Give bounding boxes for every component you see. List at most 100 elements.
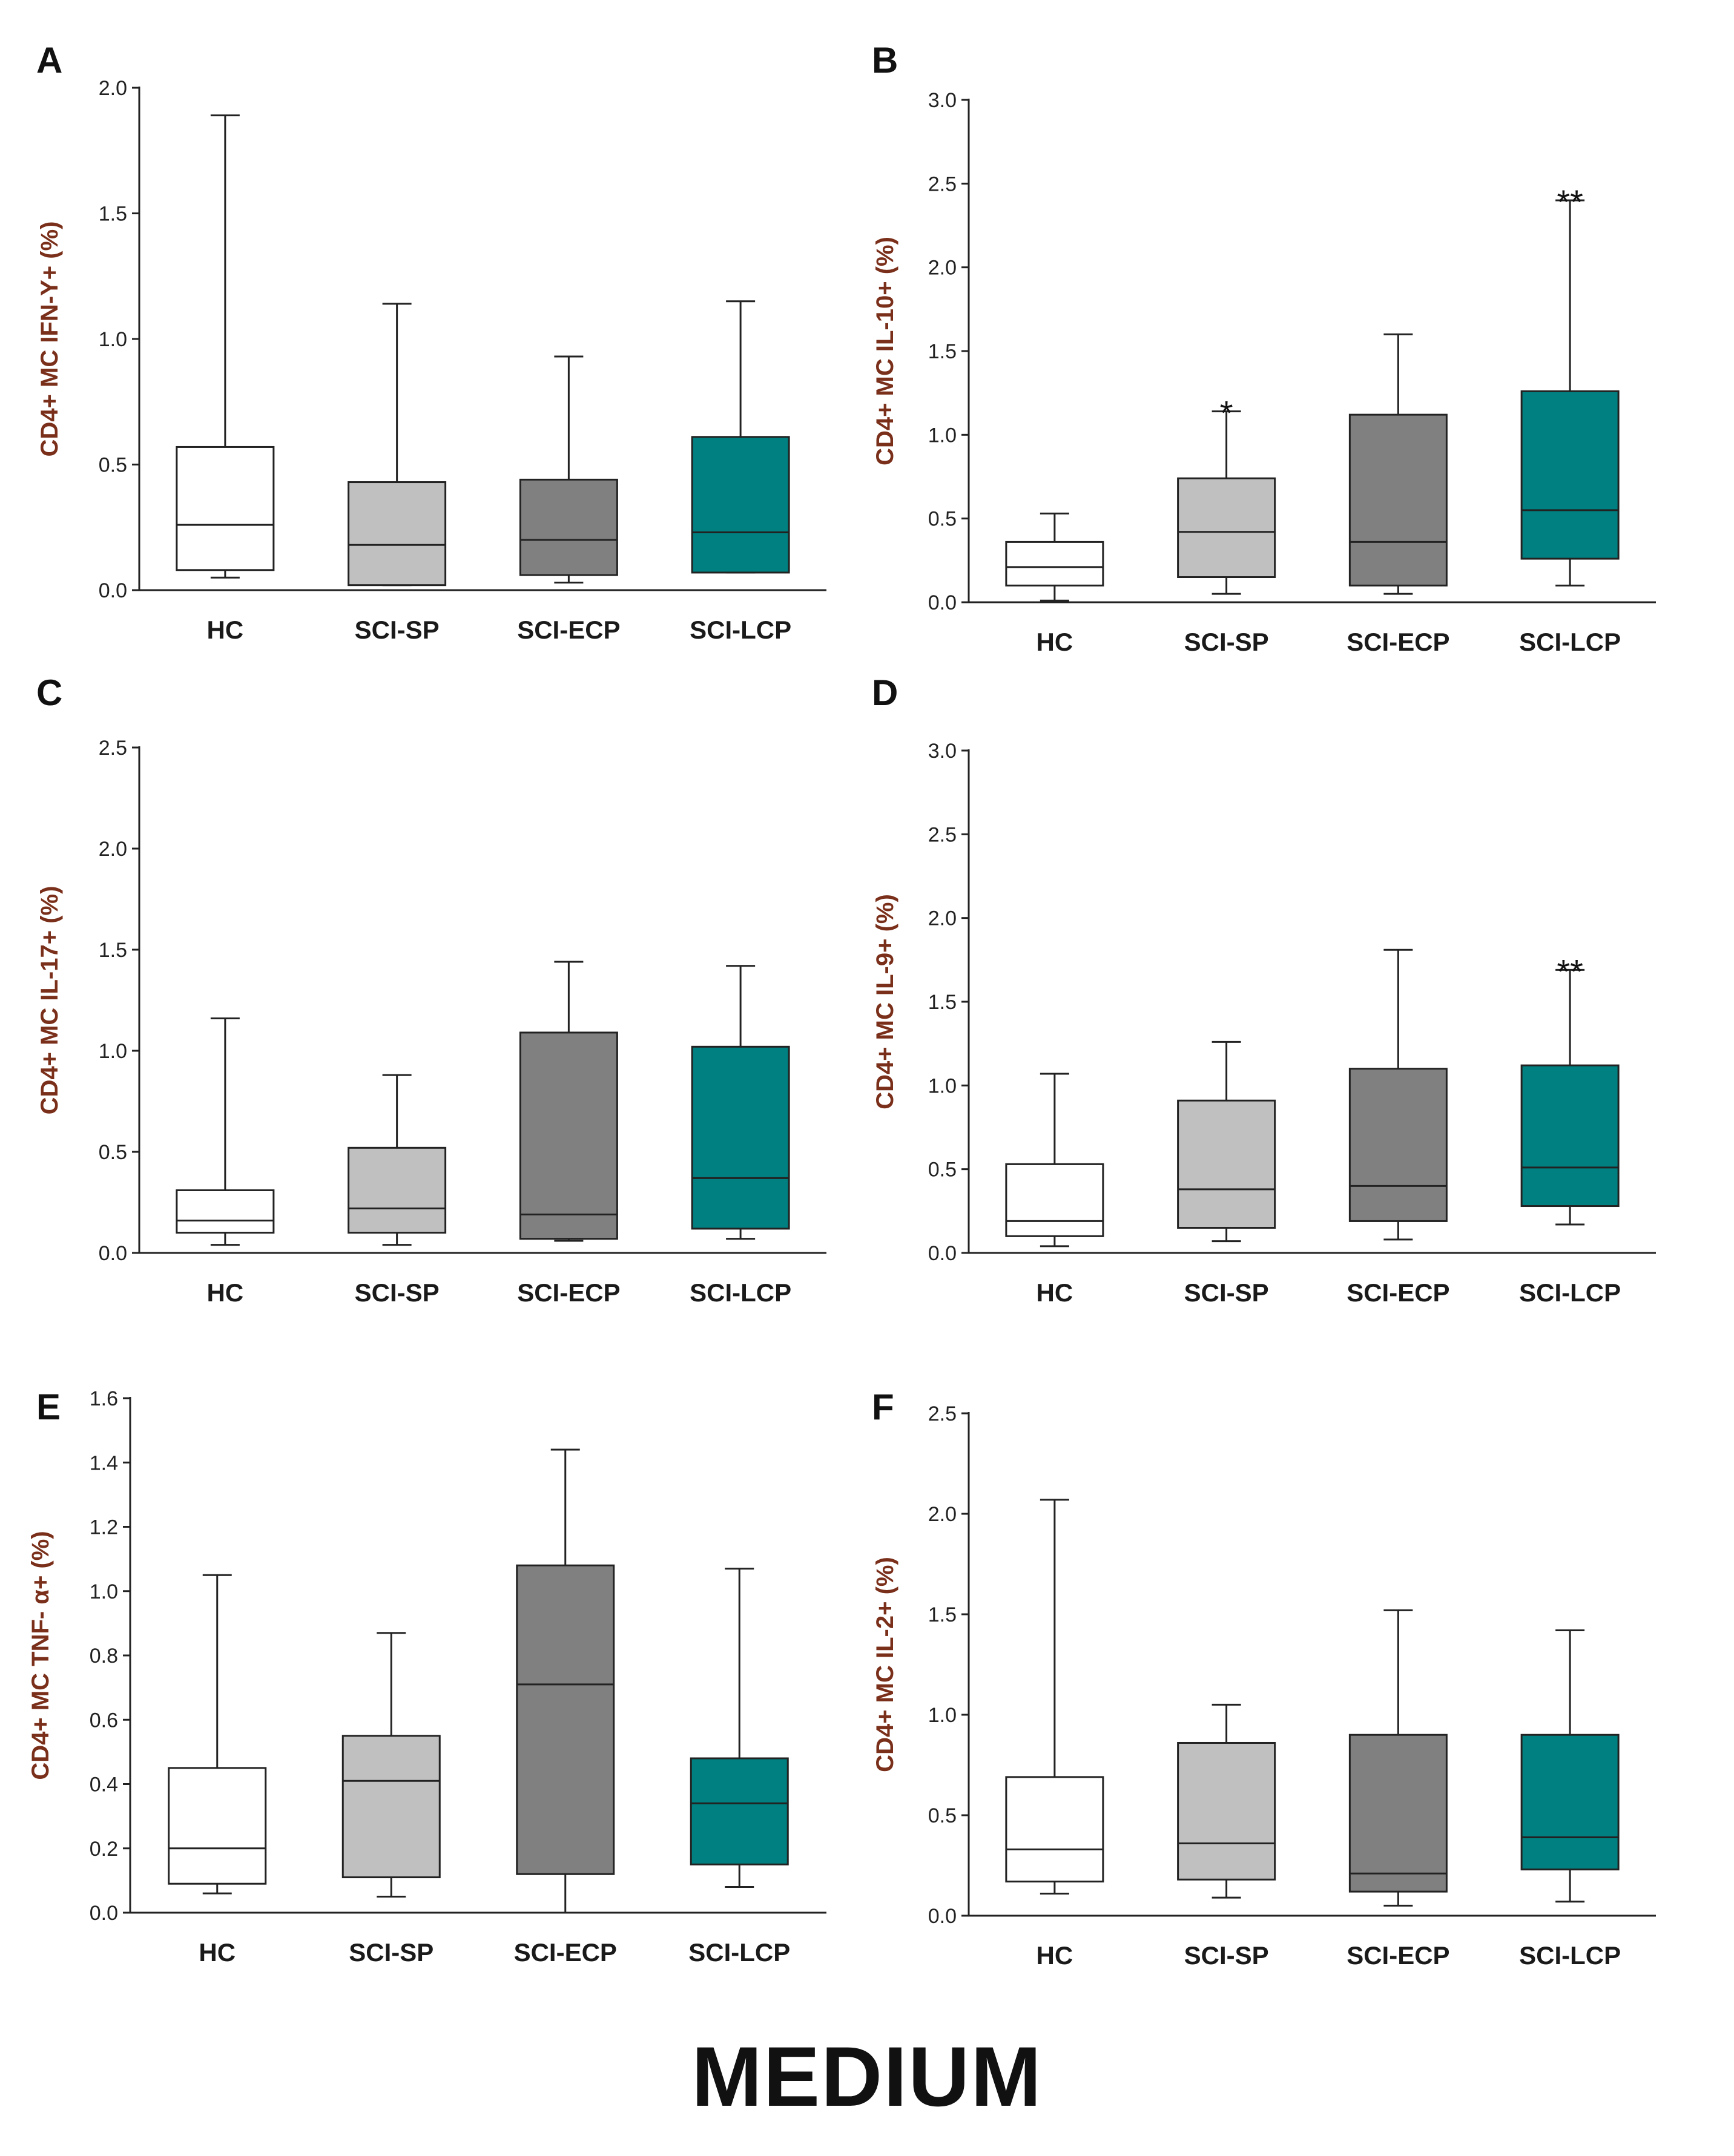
y-axis-label: CD4+ MC IL-10+ (%) <box>872 237 898 465</box>
iqr-box <box>519 478 618 576</box>
box-sci-ecp <box>1348 1609 1448 1907</box>
iqr-box <box>1520 1064 1620 1208</box>
y-tick-label: 2.0 <box>99 838 127 861</box>
box-sci-lcp <box>690 1568 789 1888</box>
iqr-box <box>1177 1741 1276 1881</box>
y-tick-label: 0.5 <box>99 454 127 477</box>
y-tick-label: 3.0 <box>928 740 957 763</box>
panel-a: A 0.0 0.5 1.0 1.5 2.0 CD4+ MC IFN-Y+ (%) HC SCI-… <box>36 40 826 644</box>
category-label: HC <box>1037 1941 1073 1970</box>
box-sci-sp <box>348 1074 447 1246</box>
y-tick-label: 0.0 <box>99 1242 127 1265</box>
category-label: SCI-SP <box>1184 1278 1269 1307</box>
y-tick-label: 0.0 <box>928 1242 957 1265</box>
panel-b: B 0.0 0.5 1.0 1.5 2.0 2.5 3.0 CD4+ MC IL-10+ (%)… <box>872 40 1656 656</box>
iqr-box <box>691 436 790 574</box>
iqr-box <box>341 1735 441 1879</box>
y-axis-label: CD4+ MC IFN-Y+ (%) <box>36 222 63 457</box>
box-hc <box>176 114 275 579</box>
iqr-box <box>168 1767 267 1885</box>
iqr-box <box>1520 390 1620 560</box>
y-tick-label: 0.0 <box>99 579 127 602</box>
y-tick-label: 2.0 <box>99 77 127 100</box>
y-tick-label: 1.0 <box>928 1704 957 1727</box>
y-tick-label: 1.2 <box>90 1516 118 1539</box>
y-axis-label: CD4+ MC IL-9+ (%) <box>872 894 898 1109</box>
y-axis-label: CD4+ MC IL-2+ (%) <box>872 1557 898 1772</box>
panel-letter: A <box>36 40 62 81</box>
category-label: HC <box>1037 1278 1073 1307</box>
box-sci-lcp <box>1520 1629 1620 1903</box>
y-tick-label: 1.0 <box>99 1040 127 1063</box>
box-sci-ecp <box>516 1448 615 1914</box>
y-tick-label: 0.4 <box>90 1773 118 1796</box>
significance-marker: ** <box>1557 952 1583 990</box>
panel-letter: C <box>36 672 62 713</box>
iqr-box <box>1348 1734 1448 1893</box>
significance-marker: * <box>1220 394 1233 432</box>
y-tick-label: 1.5 <box>928 991 957 1014</box>
category-label: HC <box>1037 628 1073 656</box>
y-tick-label: 2.5 <box>928 823 957 846</box>
panel-letter: F <box>872 1387 894 1427</box>
panel-d: D 0.0 0.5 1.0 1.5 2.0 2.5 3.0 CD4+ MC IL-9+ (%) H… <box>872 672 1656 1307</box>
category-label: SCI-LCP <box>1519 1278 1621 1307</box>
y-tick-label: 0.5 <box>99 1141 127 1164</box>
box-hc <box>176 1017 275 1246</box>
significance-marker: ** <box>1557 183 1583 221</box>
y-tick-label: 2.5 <box>99 737 127 760</box>
y-tick-label: 2.5 <box>928 173 957 196</box>
box-sci-sp <box>1177 1703 1276 1899</box>
category-label: SCI-ECP <box>1347 1278 1449 1307</box>
y-tick-label: 0.5 <box>928 1159 957 1182</box>
category-label: HC <box>207 616 244 644</box>
y-tick-label: 0.2 <box>90 1838 118 1861</box>
y-axis-label: CD4+ MC TNF- α+ (%) <box>27 1531 54 1780</box>
iqr-box <box>176 445 275 571</box>
iqr-box <box>1005 1776 1104 1883</box>
y-tick-label: 1.0 <box>928 424 957 447</box>
y-tick-label: 2.0 <box>928 907 957 930</box>
y-tick-label: 0.0 <box>928 1905 957 1928</box>
category-label: SCI-ECP <box>1347 628 1449 656</box>
category-label: SCI-SP <box>349 1938 434 1967</box>
box-sci-lcp <box>691 300 790 574</box>
iqr-box <box>1177 1099 1276 1229</box>
box-hc <box>1005 1499 1104 1895</box>
y-tick-label: 0.0 <box>90 1902 118 1925</box>
y-tick-label: 1.0 <box>99 328 127 351</box>
y-tick-label: 0.8 <box>90 1645 118 1668</box>
box-sci-ecp <box>519 961 618 1242</box>
y-tick-label: 0.0 <box>928 591 957 614</box>
box-sci-ecp <box>1348 333 1448 595</box>
category-label: SCI-LCP <box>690 1278 791 1307</box>
category-label: SCI-ECP <box>1347 1941 1449 1970</box>
box-sci-sp <box>341 1632 441 1898</box>
y-tick-label: 3.0 <box>928 89 957 112</box>
iqr-box <box>1005 1163 1104 1237</box>
category-label: SCI-SP <box>355 1278 440 1307</box>
iqr-box <box>348 1146 447 1234</box>
category-label: SCI-ECP <box>517 1278 620 1307</box>
box-hc <box>168 1574 267 1895</box>
box-sci-sp <box>1177 1040 1276 1243</box>
y-tick-label: 1.0 <box>928 1074 957 1097</box>
box-sci-lcp <box>691 965 790 1240</box>
box-sci-ecp <box>1348 948 1448 1241</box>
category-label: SCI-LCP <box>690 616 791 644</box>
y-tick-label: 1.5 <box>99 939 127 962</box>
iqr-box <box>690 1757 789 1865</box>
iqr-box <box>1005 541 1104 587</box>
category-label: SCI-LCP <box>1519 1941 1621 1970</box>
category-label: SCI-SP <box>355 616 440 644</box>
panel-letter: D <box>872 672 898 713</box>
category-label: SCI-LCP <box>1519 628 1621 656</box>
y-tick-label: 0.5 <box>928 508 957 531</box>
category-label: SCI-SP <box>1184 628 1269 656</box>
iqr-box <box>1348 413 1448 587</box>
iqr-box <box>348 481 447 587</box>
box-sci-sp <box>348 303 447 587</box>
y-tick-label: 2.0 <box>928 1503 957 1526</box>
y-tick-label: 0.5 <box>928 1804 957 1827</box>
